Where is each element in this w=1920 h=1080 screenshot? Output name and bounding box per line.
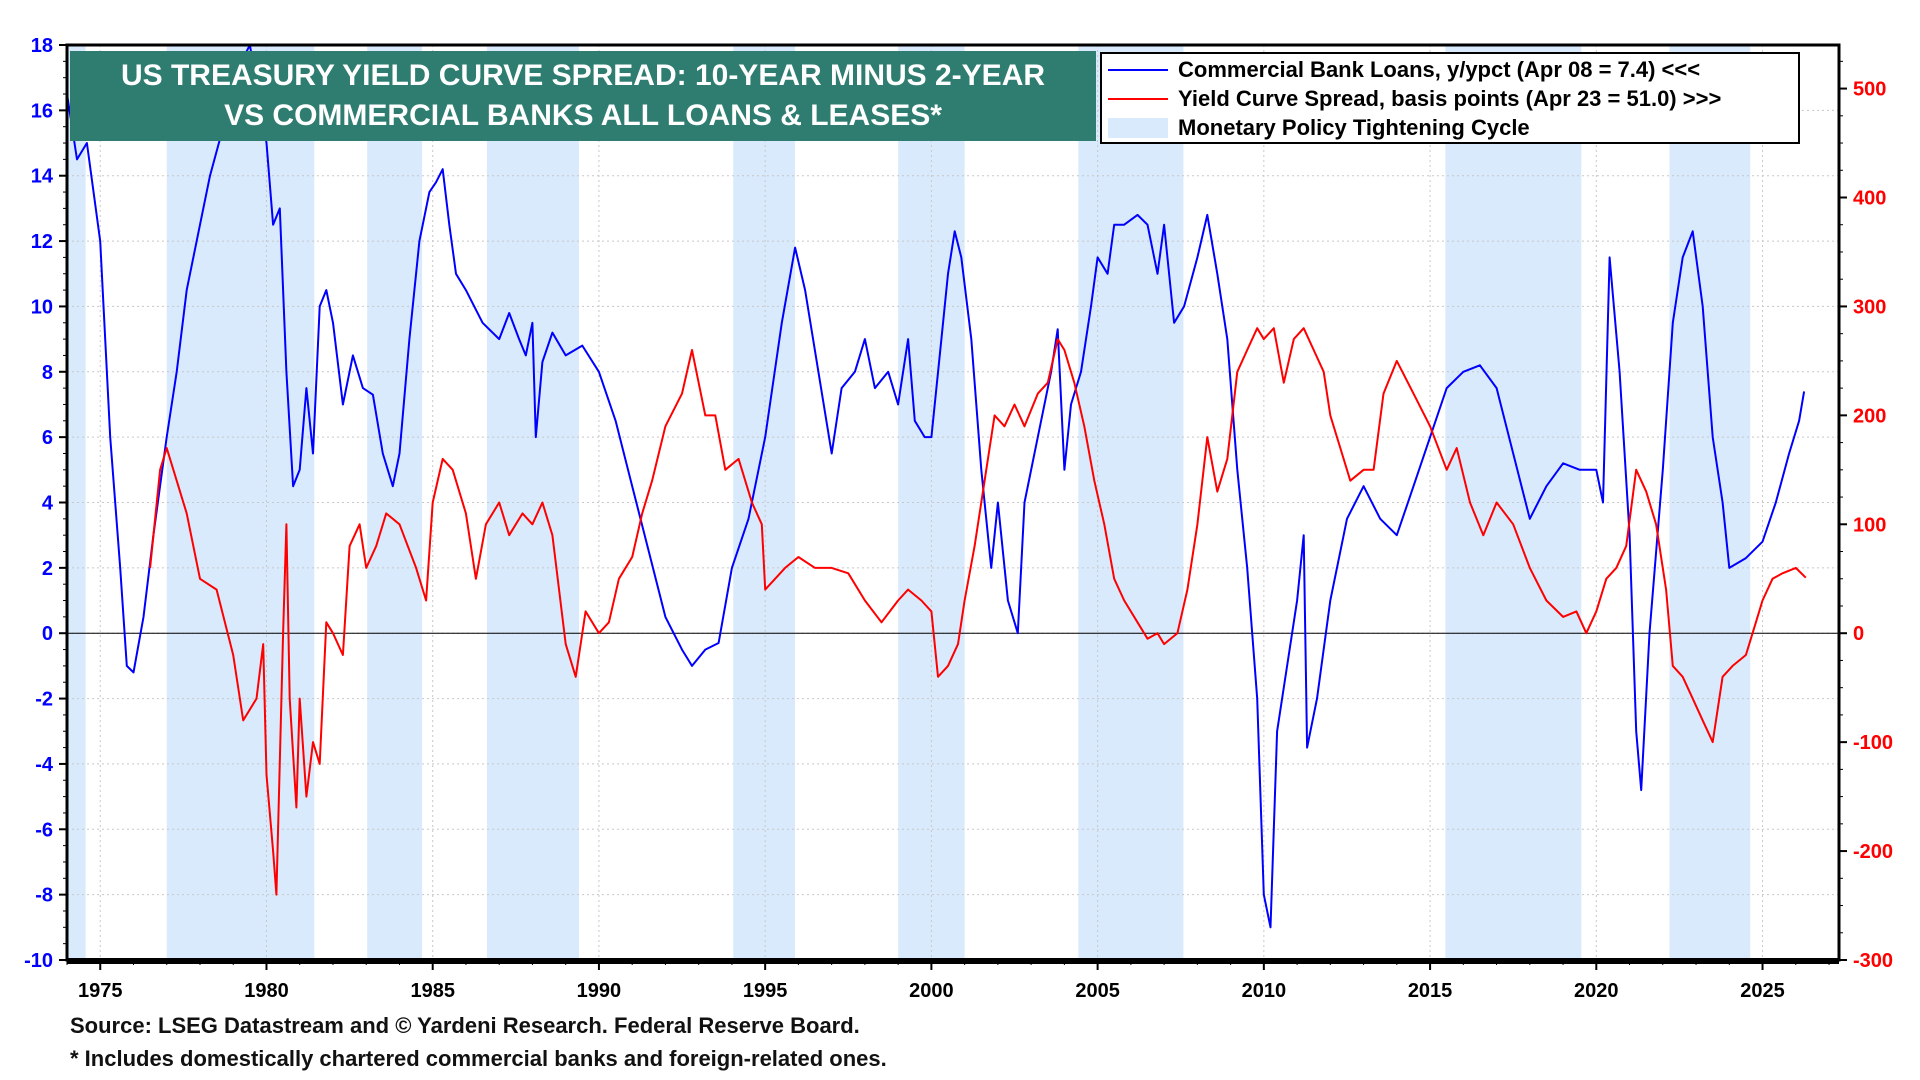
- left-tick-label: 18: [31, 35, 53, 57]
- right-tick-label: -300: [1853, 950, 1893, 972]
- right-tick-label: 0: [1853, 623, 1864, 645]
- left-tick-label: -8: [35, 885, 53, 907]
- left-tick-label: 6: [42, 427, 53, 449]
- right-tick-label: 100: [1853, 514, 1886, 536]
- right-tick-label: 500: [1853, 79, 1886, 101]
- x-tick-label: 1985: [410, 980, 455, 1002]
- series-line-spread: [149, 327, 1807, 896]
- axes: 18 16 14 12 10 8 6 4 2 0 -2 -4 -6 -8 -10 500 400 300 200 10…: [24, 35, 1893, 1002]
- x-tick-label: 1990: [577, 980, 622, 1002]
- legend-label-spread: Yield Curve Spread, basis points (Apr 23…: [1178, 86, 1722, 111]
- tightening-period: [166, 45, 315, 960]
- legend-swatch-tightening: [1108, 118, 1168, 138]
- left-tick-label: -6: [35, 819, 53, 841]
- x-tick-label: 1995: [743, 980, 788, 1002]
- left-tick-label: 4: [42, 493, 54, 515]
- x-tick-label: 2000: [909, 980, 954, 1002]
- x-tick-label: 2025: [1740, 980, 1785, 1002]
- left-tick-label: 10: [31, 296, 53, 318]
- legend-label-tightening: Monetary Policy Tightening Cycle: [1178, 115, 1530, 140]
- left-tick-label: -10: [24, 950, 53, 972]
- legend-label-loans: Commercial Bank Loans, y/ypct (Apr 08 = …: [1178, 57, 1701, 82]
- left-tick-label: 12: [31, 231, 53, 253]
- series-lines: [66, 44, 1807, 929]
- x-tick-label: 2010: [1242, 980, 1287, 1002]
- left-tick-label: -4: [35, 754, 54, 776]
- legend: Commercial Bank Loans, y/ypct (Apr 08 = …: [1100, 52, 1800, 144]
- legend-swatch-loans: [1108, 69, 1168, 71]
- right-tick-label: 400: [1853, 188, 1886, 210]
- chart-title-box: US TREASURY YIELD CURVE SPREAD: 10-YEAR …: [70, 51, 1096, 141]
- footer-note: * Includes domestically chartered commer…: [70, 1046, 887, 1071]
- right-tick-label: 300: [1853, 296, 1886, 318]
- tightening-period: [67, 45, 86, 960]
- tightening-period: [1078, 45, 1184, 960]
- right-tick-label: -200: [1853, 841, 1893, 863]
- right-tick-label: -100: [1853, 732, 1893, 754]
- left-tick-label: 0: [42, 623, 53, 645]
- legend-item-spread: Yield Curve Spread, basis points (Apr 23…: [1108, 85, 1721, 113]
- chart-subtitle: VS COMMERCIAL BANKS ALL LOANS & LEASES*: [224, 99, 942, 132]
- legend-swatch-spread: [1108, 98, 1168, 100]
- left-tick-label: -2: [35, 689, 53, 711]
- series-line-loans: [66, 44, 1806, 929]
- legend-item-loans: Commercial Bank Loans, y/ypct (Apr 08 = …: [1108, 56, 1700, 84]
- chart-title: US TREASURY YIELD CURVE SPREAD: 10-YEAR …: [120, 59, 1046, 92]
- footer-source: Source: LSEG Datastream and © Yardeni Re…: [70, 1013, 860, 1038]
- x-tick-label: 2015: [1408, 980, 1453, 1002]
- x-tick-label: 2005: [1075, 980, 1120, 1002]
- x-tick-label: 1975: [78, 980, 123, 1002]
- left-tick-label: 14: [31, 166, 54, 188]
- x-tick-label: 1980: [244, 980, 289, 1002]
- left-tick-label: 8: [42, 362, 53, 384]
- left-tick-label: 16: [31, 100, 53, 122]
- right-tick-label: 200: [1853, 405, 1886, 427]
- legend-item-tightening: Monetary Policy Tightening Cycle: [1108, 114, 1530, 142]
- x-tick-label: 2020: [1574, 980, 1619, 1002]
- left-tick-label: 2: [42, 558, 53, 580]
